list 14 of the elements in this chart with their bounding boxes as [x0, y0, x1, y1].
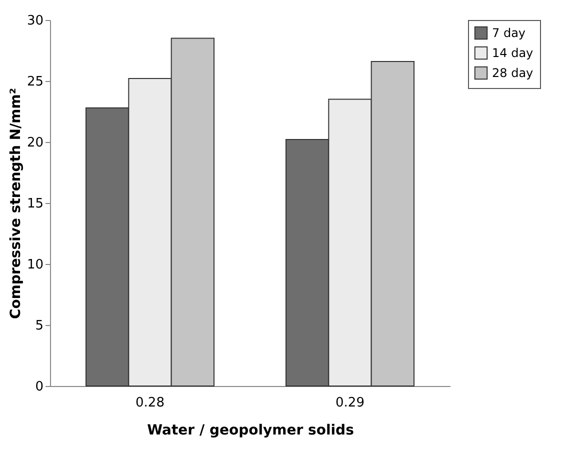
- y-tick-label: 10: [26, 258, 44, 272]
- legend-label: 7 day: [492, 26, 526, 40]
- legend-label: 14 day: [492, 46, 534, 60]
- y-tick-label: 0: [35, 380, 44, 394]
- x-tick-label: 0.28: [136, 396, 164, 410]
- x-axis-title: Water / geopolymer solids: [147, 422, 354, 438]
- y-tick-label: 5: [35, 318, 44, 334]
- y-tick-label: 15: [26, 196, 44, 212]
- y-tick-label: 30: [26, 14, 44, 28]
- x-tick-label: 0.29: [336, 396, 364, 410]
- y-tick-label: 25: [26, 74, 44, 90]
- y-tick-label: 20: [26, 136, 44, 150]
- y-axis-title: Compressive strength N/mm²: [8, 88, 24, 319]
- legend-label: 28 day: [492, 66, 534, 80]
